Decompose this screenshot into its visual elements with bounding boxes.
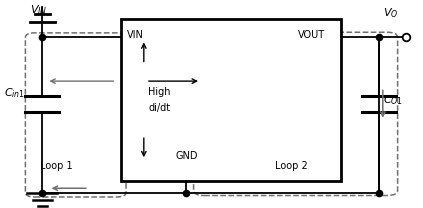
Text: di/dt: di/dt [148,103,170,113]
Text: $V_O$: $V_O$ [383,7,398,20]
Text: Loop 2: Loop 2 [275,161,308,171]
Text: High: High [148,87,170,97]
Text: $V_{IN}$: $V_{IN}$ [30,3,47,17]
Text: $C_{O1}$: $C_{O1}$ [383,93,403,107]
Text: VIN: VIN [127,30,144,40]
Text: $C_{in1}$: $C_{in1}$ [4,87,25,100]
Text: Loop 1: Loop 1 [40,161,73,171]
Bar [121,19,341,181]
Text: VOUT: VOUT [298,30,325,40]
Text: GND: GND [176,151,198,161]
